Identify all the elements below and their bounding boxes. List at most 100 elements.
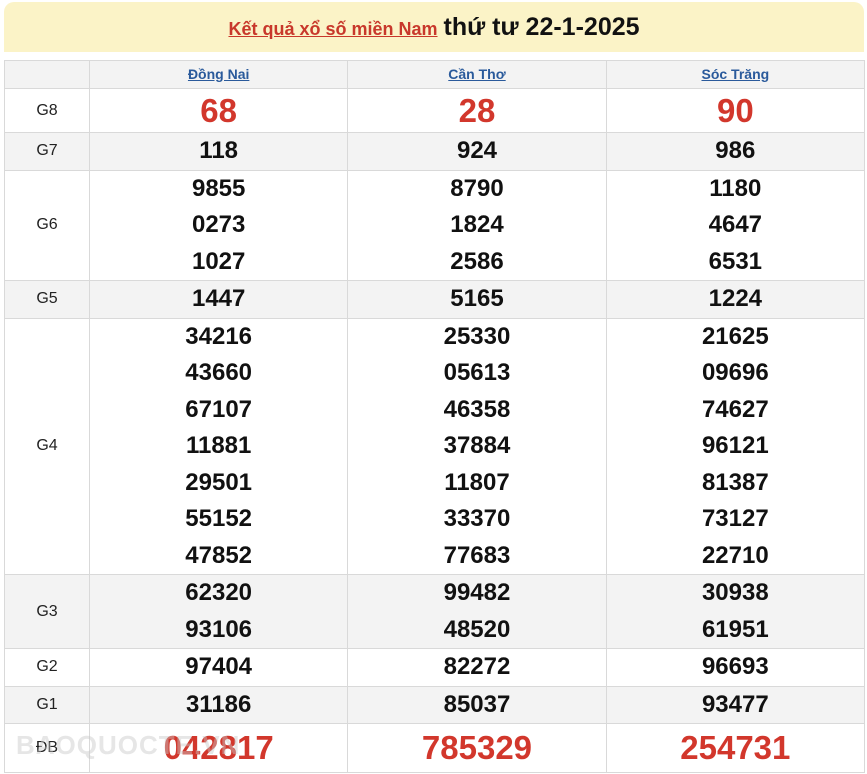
province-link[interactable]: Đồng Nai — [187, 65, 250, 82]
prize-row: G5 1447 5165 1224 — [4, 280, 866, 319]
prize-cell: 28 — [347, 88, 607, 133]
province-cell: Cần Thơ — [347, 60, 607, 89]
prize-number: 30938 — [701, 579, 769, 606]
prize-number: 97404 — [185, 653, 253, 680]
prize-number: 81387 — [701, 468, 769, 496]
prize-number: 22710 — [701, 541, 769, 569]
prize-row: G8 68 28 90 — [4, 88, 866, 133]
prize-label: G7 — [4, 132, 90, 171]
prize-number: 55152 — [185, 505, 253, 532]
prize-cell: 1447 — [88, 280, 349, 319]
prize-number: 785329 — [421, 729, 533, 766]
prize-cell: 96693 — [605, 648, 866, 687]
prize-number: 48520 — [443, 615, 511, 643]
prize-number: 05613 — [443, 359, 511, 386]
prize-number: 82272 — [443, 653, 511, 680]
prize-row: G4 34216 43660 67107 11881 29501 55152 47852 253… — [4, 317, 866, 575]
prize-number: 9855 — [191, 174, 246, 202]
prize-number: 37884 — [443, 432, 511, 459]
prize-number: 33370 — [443, 505, 511, 532]
prize-cell: 042817 — [88, 723, 349, 773]
prize-number: 61951 — [701, 615, 769, 643]
results-link[interactable]: Kết quả xổ số miền Nam — [228, 19, 438, 39]
prize-number: 99482 — [443, 579, 511, 606]
prize-number: 11807 — [444, 468, 510, 496]
prize-label: G6 — [4, 169, 90, 281]
province-cell: Sóc Trăng — [605, 60, 866, 89]
prize-number: 96693 — [701, 653, 769, 680]
prize-number: 986 — [715, 137, 756, 164]
prize-number: 25330 — [443, 322, 511, 350]
results-table: Đồng Nai Cần Thơ Sóc Trăng G8 68 28 90 G7 118… — [4, 60, 866, 773]
province-header-row: Đồng Nai Cần Thơ Sóc Trăng — [4, 60, 866, 89]
prize-row: G6 9855 0273 1027 8790 1824 2586 1180 4647 6531 — [4, 169, 866, 281]
prize-number: 11881 — [185, 432, 252, 459]
prize-label: ĐB — [4, 723, 90, 773]
prize-number: 118 — [199, 137, 239, 164]
prize-number: 77683 — [443, 541, 511, 569]
prize-number: 68 — [200, 92, 238, 129]
prize-number: 042817 — [163, 729, 274, 766]
watermark: BAOQUOCTE.VN — [16, 730, 241, 760]
prize-cell: 118 — [88, 132, 349, 171]
prize-number: 90 — [716, 92, 754, 129]
prize-number: 34216 — [185, 322, 253, 350]
prize-number: 93477 — [701, 690, 769, 718]
prize-number: 1027 — [191, 247, 246, 275]
prize-cell: 30938 61951 — [605, 574, 866, 649]
prize-number: 85037 — [443, 690, 511, 718]
prize-cell: 254731 — [605, 723, 866, 773]
prize-cell: 68 — [88, 88, 349, 133]
province-link[interactable]: Sóc Trăng — [701, 65, 770, 82]
prize-number: 47852 — [185, 541, 253, 569]
prize-label: G2 — [4, 648, 90, 687]
prize-number: 96121 — [701, 432, 769, 459]
prize-number: 1824 — [450, 211, 504, 238]
province-link[interactable]: Cần Thơ — [448, 65, 506, 82]
prize-label: G4 — [4, 317, 90, 575]
prize-cell: 21625 09696 74627 96121 81387 73127 22710 — [605, 317, 866, 575]
prize-row: G1 31186 85037 93477 — [4, 685, 866, 724]
prize-number: 2586 — [450, 247, 504, 275]
prize-label: G1 — [4, 685, 90, 724]
province-cell: Đồng Nai — [88, 60, 349, 89]
prize-row: G3 62320 93106 99482 48520 30938 61951 — [4, 574, 866, 649]
prize-number: 67107 — [185, 395, 253, 423]
prize-cell: 93477 — [605, 685, 866, 724]
prize-cell: 1224 — [605, 280, 866, 319]
prize-cell: 5165 — [347, 280, 607, 319]
prize-cell: 1180 4647 6531 — [605, 169, 866, 281]
prize-number: 43660 — [185, 359, 253, 386]
prize-number: 5165 — [450, 285, 504, 312]
draw-date: thứ tư 22-1-2025 — [443, 13, 640, 41]
prize-cell: 986 — [605, 132, 866, 171]
prize-label: G8 — [4, 88, 90, 133]
prize-number: 93106 — [185, 615, 253, 643]
prize-cell: 85037 — [347, 685, 607, 724]
prize-cell: 31186 — [88, 685, 349, 724]
prize-cell: 9855 0273 1027 — [88, 169, 349, 281]
prize-number: 31186 — [185, 690, 252, 718]
prize-cell: 34216 43660 67107 11881 29501 55152 47852 — [88, 317, 349, 575]
prize-cell: 99482 48520 — [347, 574, 607, 649]
prize-number: 924 — [456, 137, 498, 164]
prize-row: G2 97404 82272 96693 — [4, 648, 866, 687]
prize-number: 09696 — [701, 359, 769, 386]
prize-cell: 924 — [347, 132, 607, 171]
prize-cell: 785329 — [347, 723, 607, 773]
prize-row: ĐB 042817 785329 254731 — [4, 723, 866, 773]
prize-number: 4647 — [708, 211, 763, 238]
results-header: Kết quả xổ số miền Nam thứ tư 22-1-2025 — [4, 2, 864, 52]
prize-cell: 90 — [605, 88, 866, 133]
prize-cell: 97404 — [88, 648, 349, 687]
prize-cell: 8790 1824 2586 — [347, 169, 607, 281]
prize-label: G5 — [4, 280, 90, 319]
prize-number: 1447 — [191, 285, 246, 312]
prize-number: 74627 — [701, 395, 769, 423]
prize-row: G7 118 924 986 — [4, 132, 866, 171]
prize-number: 46358 — [443, 395, 511, 423]
prize-number: 8790 — [450, 174, 504, 202]
prize-number: 0273 — [191, 211, 246, 238]
prize-cell: 62320 93106 — [88, 574, 349, 649]
prize-number: 29501 — [185, 468, 253, 496]
